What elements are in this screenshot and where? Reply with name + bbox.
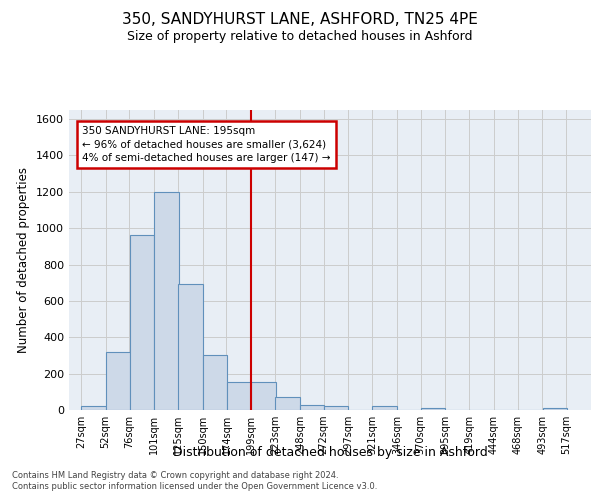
- Bar: [178, 284, 203, 410]
- Bar: [251, 382, 276, 410]
- Bar: [106, 352, 130, 410]
- Bar: [154, 192, 179, 410]
- Text: Contains HM Land Registry data © Crown copyright and database right 2024.: Contains HM Land Registry data © Crown c…: [12, 471, 338, 480]
- Text: Size of property relative to detached houses in Ashford: Size of property relative to detached ho…: [127, 30, 473, 43]
- Y-axis label: Number of detached properties: Number of detached properties: [17, 167, 31, 353]
- Text: Distribution of detached houses by size in Ashford: Distribution of detached houses by size …: [173, 446, 487, 459]
- Bar: [130, 236, 154, 410]
- Bar: [421, 408, 445, 410]
- Bar: [300, 404, 325, 410]
- Bar: [372, 406, 397, 410]
- Bar: [227, 382, 251, 410]
- Bar: [81, 406, 106, 410]
- Text: Contains public sector information licensed under the Open Government Licence v3: Contains public sector information licen…: [12, 482, 377, 491]
- Bar: [542, 408, 567, 410]
- Text: 350 SANDYHURST LANE: 195sqm
← 96% of detached houses are smaller (3,624)
4% of s: 350 SANDYHURST LANE: 195sqm ← 96% of det…: [82, 126, 331, 163]
- Text: 350, SANDYHURST LANE, ASHFORD, TN25 4PE: 350, SANDYHURST LANE, ASHFORD, TN25 4PE: [122, 12, 478, 28]
- Bar: [203, 354, 227, 410]
- Bar: [275, 398, 299, 410]
- Bar: [324, 406, 348, 410]
